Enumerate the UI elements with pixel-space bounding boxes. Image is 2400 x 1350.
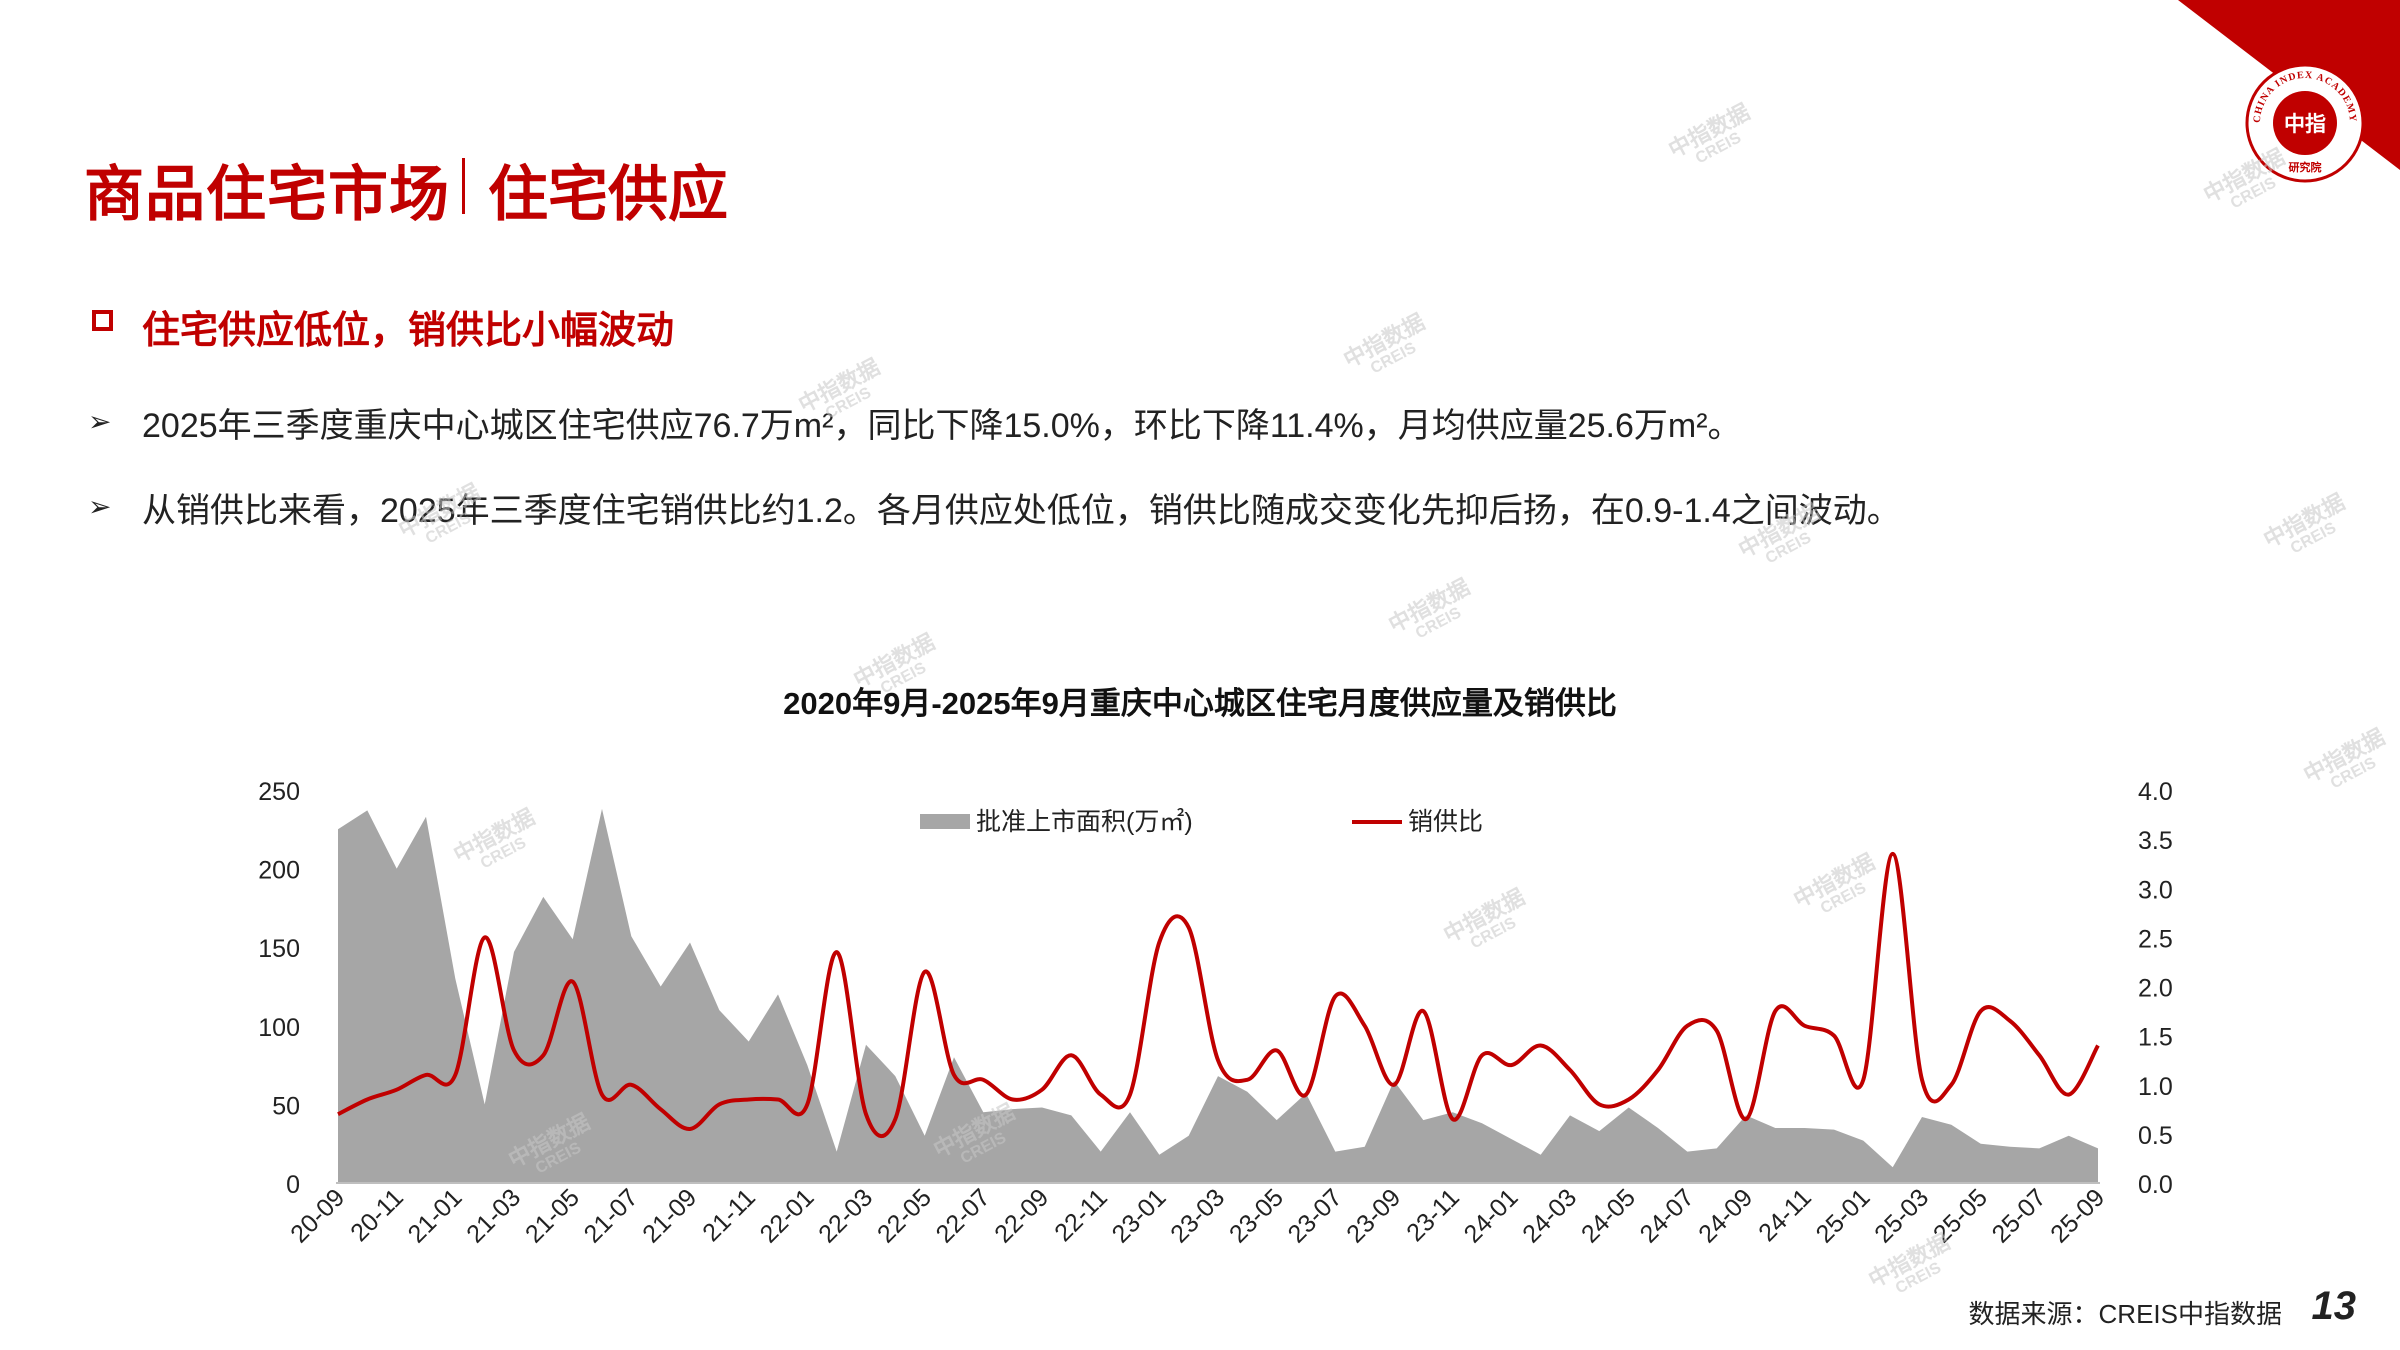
y-right-tick-label: 1.0 bbox=[2138, 1073, 2173, 1101]
x-tick-label: 20-11 bbox=[345, 1183, 409, 1247]
x-tick-label: 25-09 bbox=[2045, 1183, 2110, 1248]
x-tick-label: 24-03 bbox=[1517, 1183, 1582, 1248]
logo-center-text: 中指 bbox=[2284, 113, 2326, 136]
y-left-tick-label: 0 bbox=[286, 1171, 300, 1199]
y-right-tick-label: 0.0 bbox=[2138, 1171, 2173, 1199]
line-series-sales-supply-ratio bbox=[337, 851, 2100, 1139]
x-tick-label: 23-03 bbox=[1165, 1183, 1230, 1248]
y-left-tick-label: 50 bbox=[272, 1092, 300, 1120]
logo-bottom-text: 研究院 bbox=[2289, 160, 2322, 174]
y-right-tick-label: 2.5 bbox=[2138, 925, 2173, 953]
x-tick-label: 22-09 bbox=[989, 1183, 1054, 1248]
x-tick-label: 24-05 bbox=[1576, 1183, 1641, 1248]
y-right-tick-label: 0.5 bbox=[2138, 1122, 2173, 1150]
x-tick-label: 23-07 bbox=[1283, 1183, 1348, 1248]
x-tick-label: 21-11 bbox=[697, 1183, 761, 1247]
y-right-tick-label: 1.5 bbox=[2138, 1024, 2173, 1052]
x-tick-label: 22-01 bbox=[755, 1183, 820, 1248]
x-tick-label: 23-05 bbox=[1224, 1183, 1289, 1248]
y-left-tick-label: 250 bbox=[258, 778, 300, 806]
x-tick-label: 24-01 bbox=[1459, 1183, 1524, 1248]
y-right-tick-label: 2.0 bbox=[2138, 975, 2173, 1003]
y-left-tick-label: 150 bbox=[258, 935, 300, 963]
x-tick-label: 22-11 bbox=[1049, 1183, 1113, 1247]
page-subtitle: 住宅供应 bbox=[488, 161, 728, 228]
legend-swatch-area bbox=[920, 814, 970, 829]
x-tick-label: 23-01 bbox=[1107, 1183, 1172, 1248]
data-source: 数据来源：CREIS中指数据 bbox=[1968, 1299, 2282, 1329]
x-tick-label: 22-07 bbox=[931, 1183, 996, 1248]
area-series-supply bbox=[338, 808, 2098, 1183]
y-right-tick-label: 3.0 bbox=[2138, 876, 2173, 904]
y-left-tick-label: 200 bbox=[258, 857, 300, 885]
x-tick-label: 22-05 bbox=[872, 1183, 937, 1248]
title-separator bbox=[462, 158, 465, 214]
x-tick-label: 25-01 bbox=[1811, 1183, 1876, 1248]
bullet-text-1: 2025年三季度重庆中心城区住宅供应76.7万m²，同比下降15.0%，环比下降… bbox=[142, 407, 1742, 445]
x-tick-label: 24-07 bbox=[1635, 1183, 1700, 1248]
x-tick-label: 21-07 bbox=[579, 1183, 644, 1248]
section-title: 住宅供应低位，销供比小幅波动 bbox=[142, 310, 675, 352]
x-tick-label: 24-11 bbox=[1753, 1183, 1817, 1247]
x-tick-label: 24-09 bbox=[1693, 1183, 1758, 1248]
x-tick-label: 21-03 bbox=[461, 1183, 526, 1248]
x-tick-label: 23-09 bbox=[1341, 1183, 1406, 1248]
x-tick-label: 23-11 bbox=[1401, 1183, 1465, 1247]
x-tick-label: 21-05 bbox=[520, 1183, 585, 1248]
legend-label-line: 销供比 bbox=[1408, 808, 1483, 836]
section-checkbox-icon bbox=[92, 310, 113, 331]
legend-label-area: 批准上市面积(万㎡) bbox=[976, 808, 1193, 836]
x-tick-label: 21-01 bbox=[403, 1183, 468, 1248]
china-index-academy-logo: CHINA INDEX ACADEMY 中指 研究院 bbox=[2245, 63, 2365, 183]
arrow-bullet-icon: ➢ bbox=[88, 406, 112, 437]
x-tick-label: 21-09 bbox=[637, 1183, 702, 1248]
y-left-tick-label: 100 bbox=[258, 1014, 300, 1042]
x-tick-label: 22-03 bbox=[813, 1183, 878, 1248]
x-tick-label: 25-07 bbox=[1987, 1183, 2052, 1248]
page-number: 13 bbox=[2311, 1284, 2357, 1328]
bullet-text-2: 从销供比来看，2025年三季度住宅销供比约1.2。各月供应处低位，销供比随成交变… bbox=[142, 492, 1901, 530]
arrow-bullet-icon: ➢ bbox=[88, 491, 112, 522]
y-right-tick-label: 3.5 bbox=[2138, 827, 2173, 855]
page-title: 商品住宅市场 bbox=[84, 161, 450, 228]
chart-title: 2020年9月-2025年9月重庆中心城区住宅月度供应量及销供比 bbox=[783, 686, 1617, 721]
y-right-tick-label: 4.0 bbox=[2138, 778, 2173, 806]
